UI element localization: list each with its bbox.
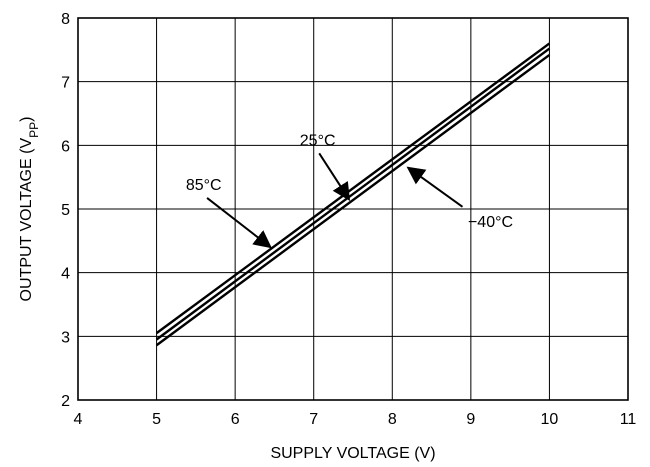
x-tick-label: 9 (466, 411, 475, 428)
y-tick-label: 6 (61, 138, 70, 155)
x-tick-label: 7 (309, 411, 318, 428)
annotations-group: 25°C 85°C −40°C (186, 132, 513, 249)
y-tick-label: 5 (61, 202, 70, 219)
x-tick-label: 4 (74, 411, 83, 428)
y-axis-title-main: OUTPUT VOLTAGE (V (18, 138, 35, 302)
y-tick-label: 4 (61, 266, 70, 283)
x-tick-label: 5 (152, 411, 161, 428)
x-tick-label: 11 (620, 411, 637, 428)
y-axis-title: OUTPUT VOLTAGE (VPP) (18, 117, 41, 302)
series-line (155, 53, 551, 347)
x-tick-label: 6 (231, 411, 240, 428)
y-tick-label: 7 (61, 75, 70, 92)
y-axis-title-close: ) (18, 117, 35, 122)
annotation-arrow (318, 152, 351, 201)
y-axis-title-sub: PP (27, 122, 41, 138)
y-tick-label: 8 (61, 11, 70, 28)
annotation-arrow (206, 197, 272, 249)
annotation-label: 85°C (186, 177, 222, 194)
x-tick-label: 10 (541, 411, 559, 428)
x-tick-label: 8 (388, 411, 397, 428)
tick-labels: 4 5 6 7 8 9 10 11 2 3 4 5 6 7 8 (61, 11, 636, 428)
annotation-arrow (406, 166, 464, 208)
plot-frame (77, 17, 629, 401)
annotation-label: −40°C (468, 214, 513, 231)
series-line (155, 47, 551, 341)
annotation-label: 25°C (300, 132, 336, 149)
x-axis-title: SUPPLY VOLTAGE (V) (270, 445, 435, 462)
grid (78, 18, 628, 400)
y-tick-label: 3 (61, 329, 70, 346)
series-line (155, 42, 551, 335)
series-group (155, 42, 551, 347)
y-tick-label: 2 (61, 393, 70, 410)
